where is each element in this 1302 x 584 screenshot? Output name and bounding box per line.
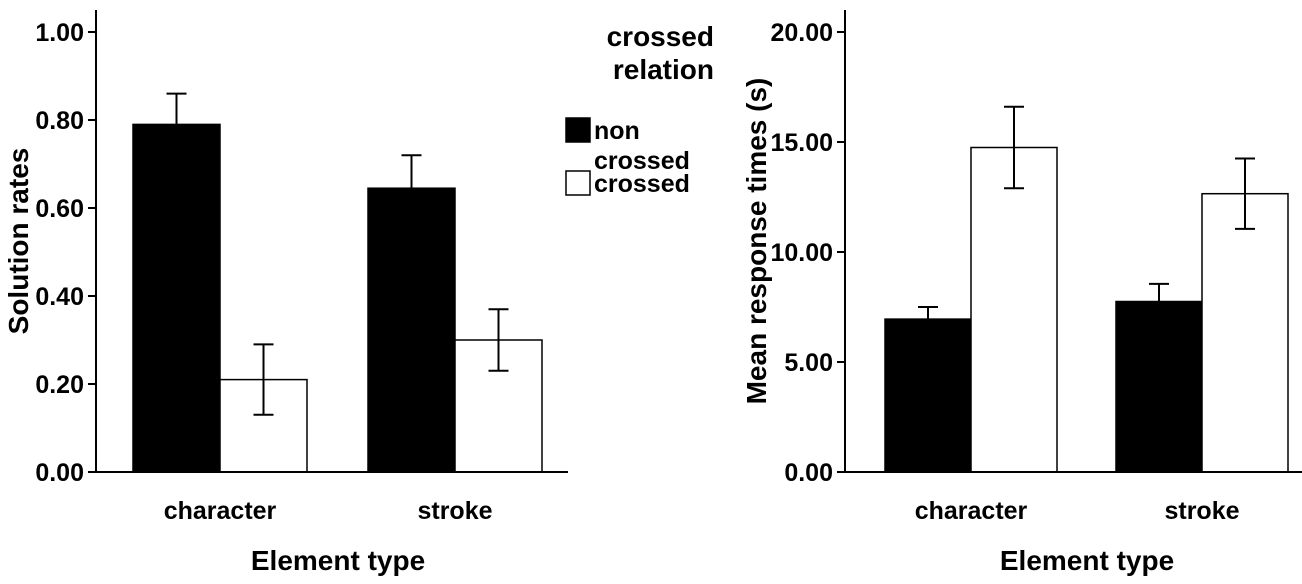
solution-rates-chart: character stroke 0.00 0.20 0.40 0.60 0.80 1.00 S… xyxy=(3,10,568,576)
bar-non-crossed-stroke xyxy=(367,187,456,473)
y-tick-label: 15.00 xyxy=(770,129,833,157)
y-tick-label: 0.00 xyxy=(35,459,84,487)
bar-non-crossed-stroke xyxy=(1115,300,1203,473)
error-bar-crossed-character xyxy=(253,343,274,416)
legend-title-line: crossed xyxy=(607,21,714,52)
bar-crossed-stroke xyxy=(1201,192,1289,473)
error-bar-non-crossed-stroke xyxy=(1149,282,1169,321)
bar-non-crossed-character xyxy=(132,123,221,473)
category-label: stroke xyxy=(1164,497,1239,525)
error-bar-non-crossed-stroke xyxy=(401,154,422,223)
y-tick-label: 0.00 xyxy=(784,459,833,487)
error-bar-crossed-stroke xyxy=(488,308,509,372)
legend-label: crossed xyxy=(594,170,690,198)
legend-title-line: relation xyxy=(613,54,714,85)
response-times-chart: character stroke 0.00 5.00 10.00 15.00 20.00 Me… xyxy=(741,10,1302,576)
legend-swatch xyxy=(565,117,591,143)
y-tick-label: 0.20 xyxy=(35,371,84,399)
error-bar-crossed-stroke xyxy=(1235,157,1255,230)
x-axis-title: Element type xyxy=(1000,545,1174,576)
y-tick-label: 20.00 xyxy=(770,19,833,47)
category-label: stroke xyxy=(417,497,492,525)
legend-swatch xyxy=(565,170,591,196)
error-bar-non-crossed-character xyxy=(918,306,938,333)
y-tick-label: 1.00 xyxy=(35,19,84,47)
y-tick-label: 0.40 xyxy=(35,283,84,311)
x-axis-title: Element type xyxy=(251,545,425,576)
legend-item-crossed: crossed xyxy=(565,170,690,198)
legend-label: crossed xyxy=(594,147,690,175)
y-tick-label: 10.00 xyxy=(770,239,833,267)
y-tick-label: 0.80 xyxy=(35,107,84,135)
bar-non-crossed-character xyxy=(884,318,972,473)
y-axis-title: Mean response times (s) xyxy=(741,78,772,405)
legend-label: non xyxy=(594,117,640,145)
error-bar-non-crossed-character xyxy=(166,92,187,157)
category-label: character xyxy=(915,497,1028,525)
category-label: character xyxy=(164,497,277,525)
error-bar-crossed-character xyxy=(1004,105,1024,190)
bar-crossed-character xyxy=(970,146,1058,473)
y-axis-title: Solution rates xyxy=(3,148,34,335)
y-tick-label: 5.00 xyxy=(784,349,833,377)
y-tick-label: 0.60 xyxy=(35,195,84,223)
